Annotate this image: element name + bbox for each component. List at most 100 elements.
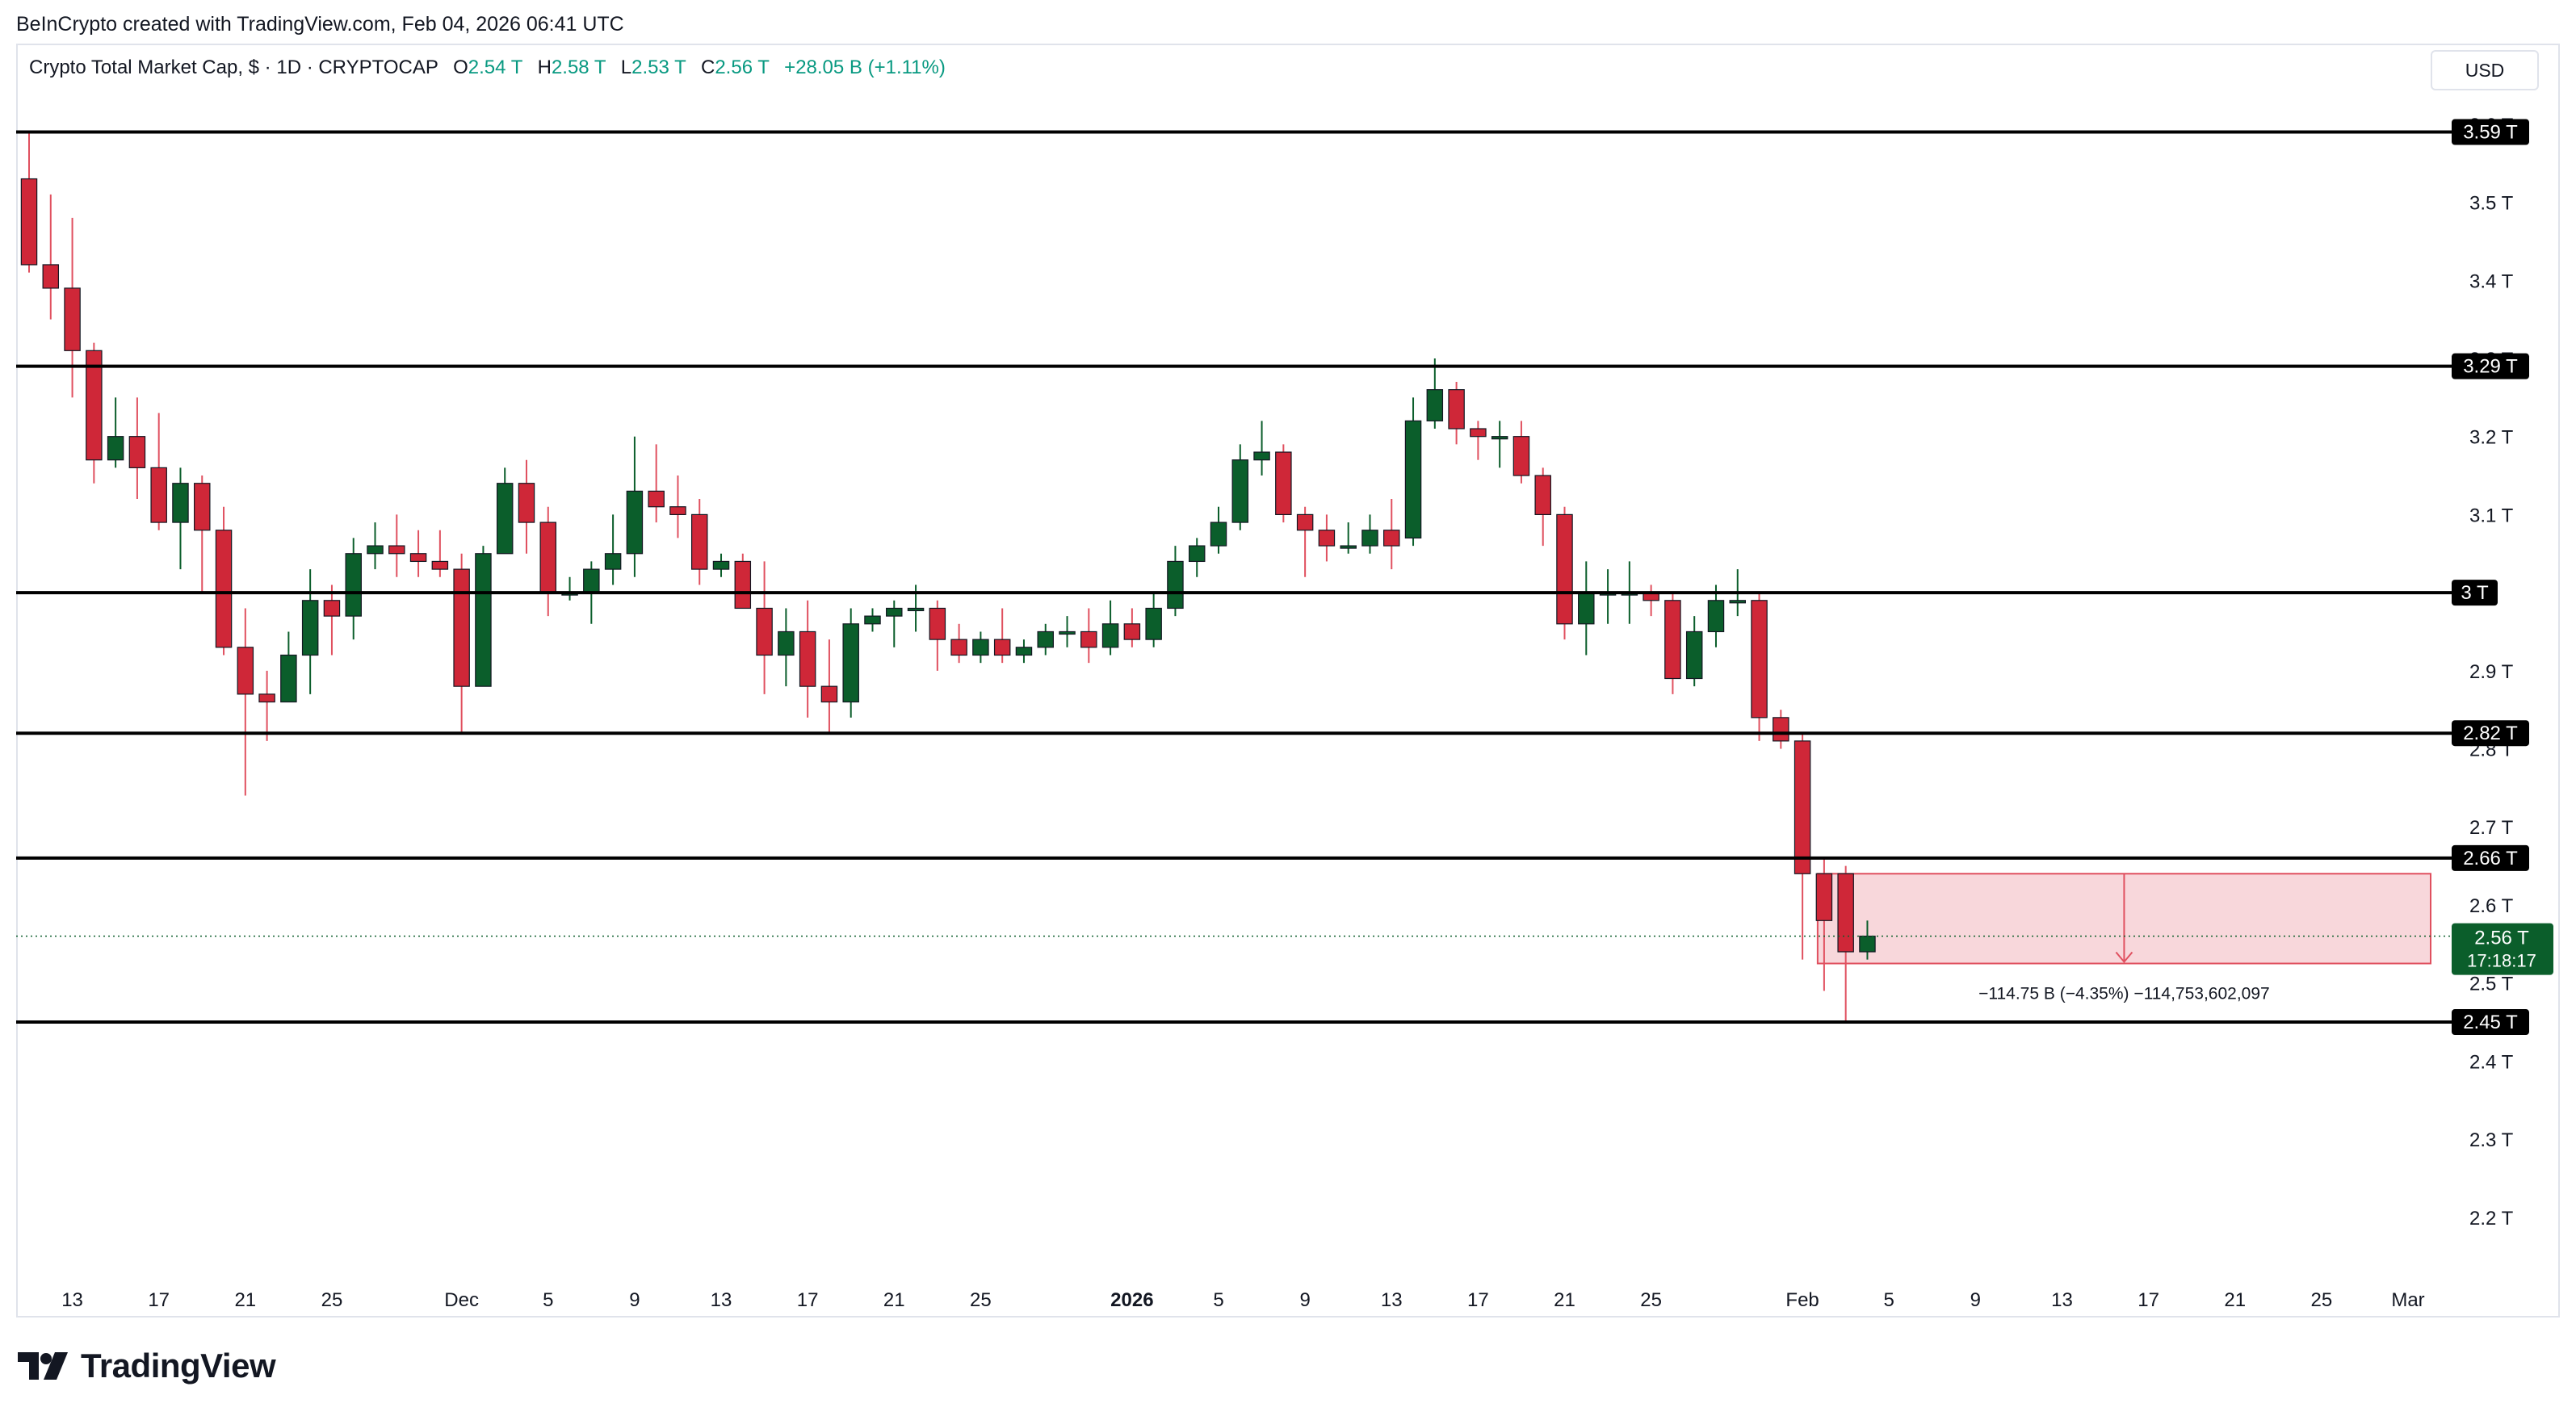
- candle-body[interactable]: [1059, 630, 1076, 635]
- candle-body[interactable]: [1707, 600, 1725, 633]
- candle-body[interactable]: [1578, 592, 1595, 625]
- candle-body[interactable]: [1383, 530, 1400, 547]
- candle-body[interactable]: [1448, 389, 1465, 429]
- candle-body[interactable]: [972, 639, 989, 656]
- candle-body[interactable]: [237, 647, 254, 695]
- bar-countdown-label: 17:18:17: [2467, 951, 2536, 971]
- candle-body[interactable]: [1404, 420, 1422, 539]
- tradingview-logo[interactable]: TradingView: [18, 1347, 276, 1385]
- candle-body[interactable]: [1080, 630, 1097, 648]
- candle-body[interactable]: [993, 639, 1011, 656]
- x-tick-label: 21: [2224, 1289, 2246, 1311]
- candle-body[interactable]: [496, 483, 514, 555]
- candle-body[interactable]: [690, 513, 708, 570]
- candle-body[interactable]: [1101, 623, 1119, 648]
- candle-body[interactable]: [1794, 740, 1811, 874]
- candle-body[interactable]: [1664, 600, 1681, 680]
- candle-body[interactable]: [1361, 530, 1378, 547]
- candle-body[interactable]: [1318, 530, 1336, 547]
- x-tick-label: 17: [2138, 1289, 2159, 1311]
- x-tick-label: Dec: [444, 1289, 479, 1311]
- candle-body[interactable]: [1556, 513, 1573, 625]
- candle-body[interactable]: [820, 685, 838, 703]
- candle-body[interactable]: [107, 436, 124, 461]
- candle-body[interactable]: [1751, 600, 1768, 718]
- candle-body[interactable]: [734, 560, 752, 610]
- candle-body[interactable]: [323, 600, 341, 617]
- candle-body[interactable]: [539, 522, 557, 593]
- x-tick-label: Mar: [2391, 1289, 2424, 1311]
- level-price-label: 3.29 T: [2463, 356, 2518, 378]
- candle-body[interactable]: [518, 483, 535, 523]
- candle-body[interactable]: [799, 630, 816, 687]
- measure-arrow-head: [2115, 951, 2133, 964]
- candle-body[interactable]: [194, 483, 211, 531]
- candle-body[interactable]: [756, 607, 773, 656]
- candle-body[interactable]: [128, 436, 146, 468]
- candle-body[interactable]: [1037, 630, 1054, 648]
- candle-body[interactable]: [626, 490, 644, 555]
- candle-body[interactable]: [301, 600, 319, 656]
- candle-body[interactable]: [1729, 600, 1747, 604]
- candle-body[interactable]: [950, 639, 967, 656]
- candle-body[interactable]: [64, 287, 81, 351]
- candle-body[interactable]: [1253, 451, 1270, 461]
- candle-body[interactable]: [1145, 607, 1162, 640]
- candle-body[interactable]: [1491, 436, 1508, 440]
- candle-body[interactable]: [409, 553, 427, 563]
- candle-body[interactable]: [388, 545, 405, 555]
- candle-body[interactable]: [907, 607, 925, 612]
- candle-body[interactable]: [864, 615, 881, 625]
- candle-body[interactable]: [345, 553, 362, 617]
- candle-body[interactable]: [1685, 630, 1703, 680]
- candle-body[interactable]: [1426, 389, 1444, 421]
- candle-body[interactable]: [453, 568, 470, 687]
- candle-body[interactable]: [1167, 560, 1184, 610]
- candle-body[interactable]: [1123, 623, 1141, 640]
- candle-body[interactable]: [1512, 436, 1530, 476]
- candle-body[interactable]: [1340, 545, 1357, 549]
- candle-body[interactable]: [1188, 545, 1206, 563]
- candle-body[interactable]: [1859, 936, 1876, 953]
- candle-body[interactable]: [172, 483, 189, 523]
- candle-body[interactable]: [1231, 459, 1249, 523]
- y-tick-label: 3.1 T: [2469, 505, 2514, 526]
- candle-body[interactable]: [669, 506, 686, 516]
- candle-body[interactable]: [258, 693, 275, 703]
- candle-body[interactable]: [42, 264, 60, 289]
- candle-body[interactable]: [1296, 513, 1314, 531]
- candle-body[interactable]: [842, 623, 859, 703]
- candle-body[interactable]: [431, 560, 449, 570]
- candle-body[interactable]: [1470, 428, 1487, 438]
- low-value: 2.53 T: [631, 57, 686, 78]
- candle-body[interactable]: [886, 607, 903, 617]
- candle-body[interactable]: [648, 490, 665, 508]
- candle-body[interactable]: [215, 530, 233, 648]
- candle-body[interactable]: [1210, 522, 1227, 547]
- candle-body[interactable]: [712, 560, 730, 570]
- candle-body[interactable]: [475, 553, 492, 687]
- candle-body[interactable]: [929, 607, 946, 640]
- x-tick-label: 25: [970, 1289, 992, 1311]
- candle-body[interactable]: [1837, 873, 1854, 953]
- candle-body[interactable]: [1015, 647, 1033, 656]
- candle-body[interactable]: [86, 350, 103, 461]
- x-tick-label: 9: [1299, 1289, 1310, 1311]
- x-tick-label: 13: [2051, 1289, 2073, 1311]
- candle-body[interactable]: [367, 545, 384, 555]
- candle-body[interactable]: [583, 568, 600, 593]
- symbol-title: Crypto Total Market Cap, $ · 1D · CRYPTO…: [29, 57, 438, 78]
- candle-body[interactable]: [604, 553, 622, 570]
- candle-body[interactable]: [1773, 717, 1789, 742]
- candle-body[interactable]: [1815, 873, 1833, 921]
- candle-body[interactable]: [778, 630, 795, 656]
- measure-label: −114.75 B (−4.35%) −114,753,602,097: [1978, 984, 2270, 1003]
- candle-body[interactable]: [20, 178, 38, 266]
- candle-body[interactable]: [1275, 451, 1292, 516]
- candle-body[interactable]: [150, 467, 167, 523]
- x-tick-label: 13: [711, 1289, 732, 1311]
- currency-button[interactable]: USD: [2431, 50, 2539, 90]
- candle-body[interactable]: [1534, 475, 1551, 516]
- candle-body[interactable]: [280, 654, 297, 703]
